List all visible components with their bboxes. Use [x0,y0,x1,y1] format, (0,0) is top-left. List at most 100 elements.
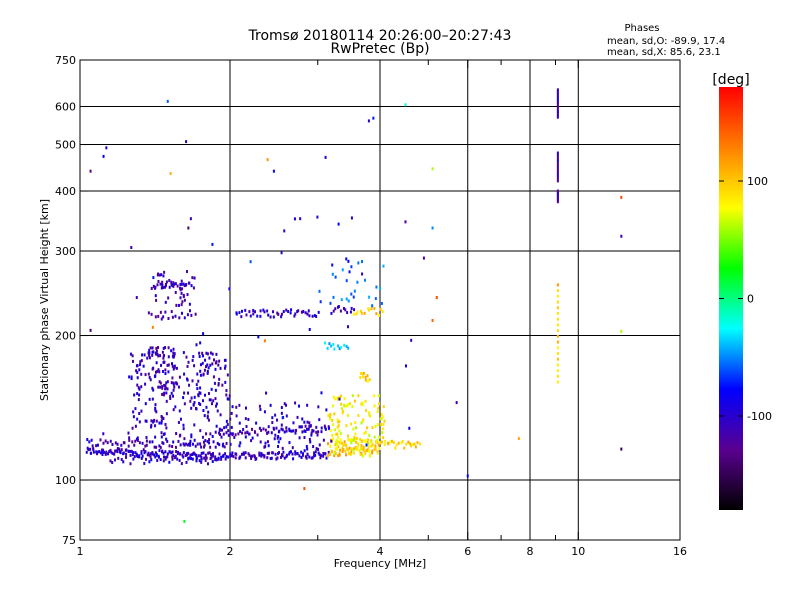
data-point [164,450,167,454]
data-point [381,310,384,314]
data-point [146,453,149,457]
data-point [348,446,351,450]
data-point [249,260,252,264]
data-point [556,283,559,287]
data-point [250,455,253,459]
data-point [357,413,360,417]
data-point [380,301,383,305]
data-point [324,452,327,456]
data-point [193,395,196,399]
data-point [280,427,283,431]
data-point [172,408,175,412]
data-point [154,435,157,439]
data-point [556,357,559,361]
data-point [364,430,367,434]
data-point [168,285,171,289]
data-point [238,421,241,425]
data-point [191,457,194,461]
data-point [252,309,255,313]
data-point [154,455,157,459]
data-point [119,451,122,455]
data-point [345,279,348,283]
data-point [331,437,334,441]
data-point [371,449,374,453]
data-point [198,459,201,463]
data-point [373,435,376,439]
data-point [138,455,141,459]
data-point [148,397,151,401]
axis-ticks-layer: 1 2 4 6 8 10 16 75 100 200 300 400 500 600 750 [55,54,687,558]
data-point [105,451,108,455]
data-point [372,116,375,120]
data-point [556,380,559,384]
data-point [204,455,207,459]
data-point [556,92,559,96]
data-point [151,397,154,401]
data-point [278,451,281,455]
y-tick-label: 600 [55,101,76,114]
data-point [330,439,333,443]
data-point [144,382,147,386]
data-point [206,440,209,444]
data-point [148,453,151,457]
data-point [318,418,321,422]
data-point [226,373,229,377]
data-point [318,452,321,456]
data-point [92,450,95,454]
data-point [198,351,201,355]
data-point [376,423,379,427]
data-point [371,426,374,430]
data-point [281,454,284,458]
data-point [196,387,199,391]
data-point [263,410,266,414]
data-point [190,406,193,410]
data-point [129,462,132,466]
data-point [134,439,137,443]
data-point [166,380,169,384]
data-point [154,315,157,319]
data-point [153,418,156,422]
data-point [167,346,170,350]
data-point [192,451,195,455]
data-point [244,431,247,435]
data-point [188,281,191,285]
data-point [132,457,135,461]
data-point [200,457,203,461]
data-point [129,449,132,453]
data-point [335,447,338,451]
data-point [220,428,223,432]
data-point [114,441,117,445]
data-point [162,315,165,319]
data-point [125,452,128,456]
data-point [358,448,361,452]
data-point [334,447,337,451]
data-point [278,429,281,433]
data-point [352,448,355,452]
data-point [133,455,136,459]
data-point [301,453,304,457]
data-point [345,257,348,261]
data-point [198,355,201,359]
data-point [252,312,255,316]
data-point [116,447,119,451]
data-point [309,440,312,444]
data-point [164,384,167,388]
data-point [338,453,341,457]
data-point [556,154,559,158]
data-point [129,352,132,356]
data-point [353,438,356,442]
data-point [328,452,331,456]
data-point [177,385,180,389]
data-point [350,441,353,445]
data-point [152,276,155,280]
data-point [259,309,262,313]
data-point [394,446,397,450]
data-point [197,393,200,397]
data-point [178,375,181,379]
data-point [334,443,337,447]
data-point [190,435,193,439]
data-point [294,452,297,456]
data-point [167,363,170,367]
data-point [241,309,244,313]
